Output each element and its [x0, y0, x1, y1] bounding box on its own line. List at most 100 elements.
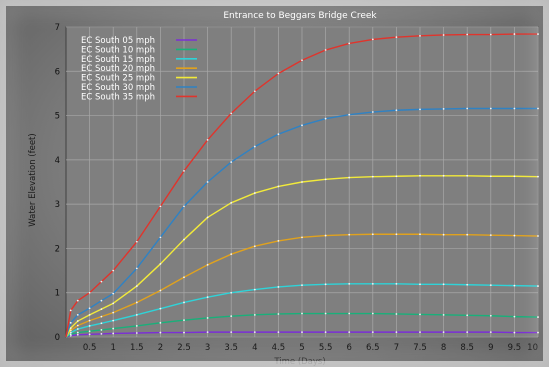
x-tick-label: 5.5 [319, 343, 333, 353]
data-point [112, 292, 115, 295]
data-point [277, 331, 280, 334]
legend-entry-label: EC South 30 mph [81, 83, 155, 93]
data-point [253, 145, 256, 148]
data-point [183, 331, 185, 334]
data-point [253, 192, 256, 194]
data-point [371, 175, 374, 178]
y-tick-label: 3 [55, 200, 60, 210]
data-point [135, 301, 138, 304]
data-point [466, 314, 469, 317]
data-point [277, 313, 280, 315]
data-point [537, 107, 539, 110]
y-tick-label: 5 [55, 112, 60, 122]
x-tick-labels: 0.5 1 1.5 2 2.5 3 3.5 4 4.5 5 5.5 6 6.5 7 7.5 8 8.5 9 9.5 1… [83, 343, 538, 353]
data-point [419, 313, 421, 316]
data-point [513, 234, 516, 237]
data-point [489, 284, 492, 287]
data-point [183, 205, 185, 208]
data-point [537, 285, 539, 287]
data-point [112, 302, 115, 305]
data-point [206, 317, 209, 319]
x-tick-label: 9 [488, 343, 493, 353]
data-point [76, 331, 79, 334]
data-point [253, 313, 256, 316]
data-point [371, 312, 374, 315]
x-tick-label: 1.5 [130, 343, 144, 353]
x-tick-label: 4.5 [272, 343, 286, 353]
data-point [183, 301, 185, 304]
data-point [206, 263, 209, 266]
data-point [88, 325, 91, 327]
legend-entry-label: EC South 05 mph [81, 36, 155, 46]
data-point [301, 124, 303, 127]
data-point [395, 282, 398, 285]
data-point [301, 236, 303, 239]
data-point [419, 331, 421, 334]
data-point [371, 282, 374, 285]
data-point [348, 113, 351, 116]
data-point [348, 312, 351, 315]
data-point [466, 331, 469, 334]
y-tick-labels: 0 1 2 3 4 5 6 7 [55, 23, 60, 343]
data-point [277, 185, 280, 188]
x-tick-label: 8 [441, 343, 446, 353]
data-point [348, 331, 351, 334]
data-point [301, 312, 303, 315]
data-point [277, 240, 280, 242]
data-point [442, 331, 445, 334]
data-point [395, 313, 398, 315]
data-point [112, 319, 115, 322]
data-point [183, 319, 185, 322]
data-point [466, 233, 469, 236]
data-point [253, 331, 256, 334]
data-point [371, 233, 374, 236]
data-point [76, 320, 79, 322]
data-point [419, 34, 421, 37]
data-point [253, 245, 256, 248]
data-point [348, 233, 351, 236]
legend-entry-label: EC South 20 mph [81, 64, 155, 74]
data-point [230, 315, 233, 318]
data-point [135, 332, 138, 334]
data-point [277, 286, 280, 288]
y-tick-label: 0 [55, 333, 60, 343]
data-point [513, 331, 516, 334]
data-point [230, 112, 233, 115]
y-axis-label: Water Elevation (feet) [28, 133, 38, 226]
data-point [513, 175, 516, 178]
data-point [69, 321, 72, 324]
y-tick-label: 7 [55, 23, 60, 33]
data-point [395, 331, 398, 334]
data-point [69, 327, 72, 330]
data-point [277, 133, 280, 136]
data-point [324, 331, 327, 334]
x-tick-label: 7 [394, 343, 399, 353]
data-point [100, 299, 103, 302]
data-point [100, 315, 103, 318]
data-point [206, 331, 209, 334]
data-point [76, 324, 79, 327]
data-point [371, 111, 374, 113]
data-point [100, 329, 103, 331]
data-point [442, 34, 445, 36]
data-point [230, 161, 233, 163]
data-point [206, 181, 209, 183]
x-tick-label: 6.5 [366, 343, 380, 353]
x-tick-label: 6 [346, 343, 351, 353]
data-point [206, 139, 209, 141]
data-point [135, 325, 138, 327]
data-point [301, 181, 303, 183]
legend-entry-label: EC South 35 mph [81, 92, 155, 102]
data-point [466, 283, 469, 286]
data-point [324, 178, 327, 181]
data-point [88, 313, 91, 316]
data-point [206, 216, 209, 219]
data-point [442, 174, 445, 177]
data-point [100, 322, 103, 325]
data-point [371, 38, 374, 41]
data-point [112, 332, 115, 335]
data-point [159, 321, 162, 324]
x-tick-label: 9.5 [508, 343, 522, 353]
x-axis-label: Time (Days) [273, 357, 325, 367]
